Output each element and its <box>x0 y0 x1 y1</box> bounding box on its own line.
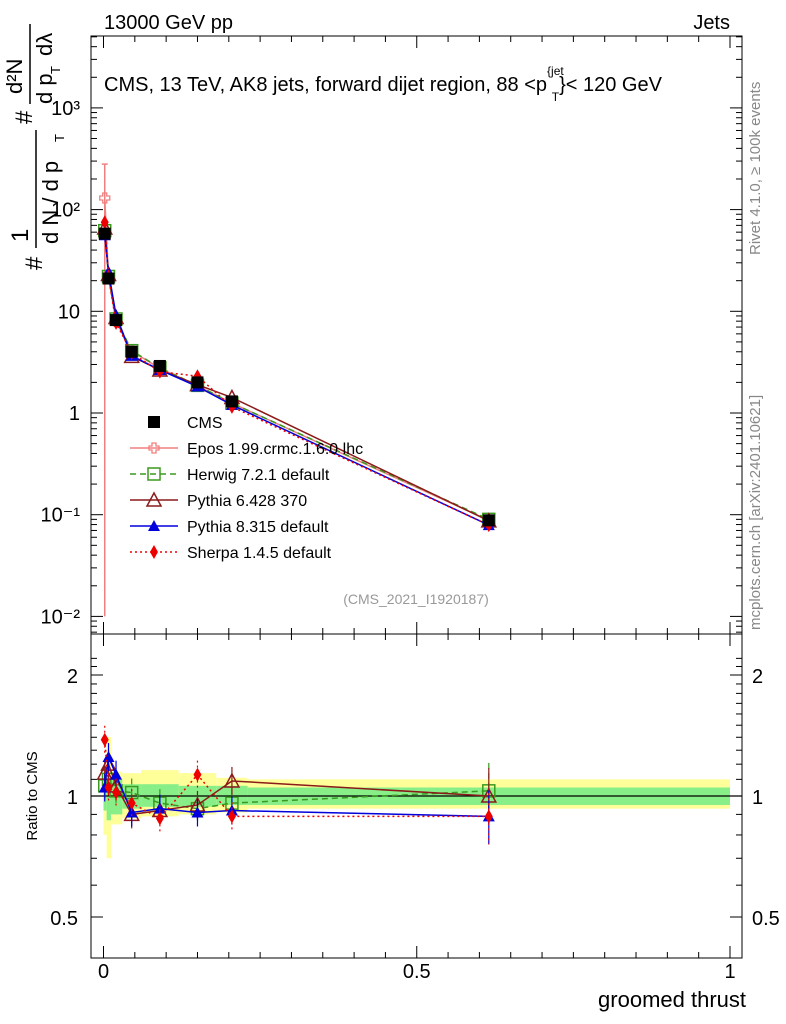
plot-title-sup: {jet <box>547 64 564 78</box>
legend-marker <box>148 442 160 454</box>
y-tick-label: 10 <box>58 301 80 323</box>
axis-ticks: 0 0.5 1 10⁻² 10⁻¹ 1 10 10² 10³ 0.5 0.5 1 1 2 2 <box>41 36 780 983</box>
energy-label: 13000 GeV pp <box>104 12 233 34</box>
y-tick-label: 10⁻¹ <box>41 505 81 527</box>
ratio-tick-label-right: 0.5 <box>752 908 780 930</box>
side-label-top: Rivet 4.1.0, ≥ 100k events <box>747 82 764 255</box>
ratio-point <box>227 809 236 824</box>
ratio-point <box>104 780 113 795</box>
plot-title-main: CMS, 13 TeV, AK8 jets, forward dijet reg… <box>104 74 547 96</box>
ratio-tick-label-left: 0.5 <box>50 908 78 930</box>
y-tick-label: 10⁻² <box>41 606 81 628</box>
ratio-point <box>125 806 138 818</box>
x-tick-label: 0 <box>98 961 109 983</box>
ratio-point <box>112 785 121 800</box>
legend-marker <box>148 416 160 428</box>
legend-label: Pythia 8.315 default <box>187 519 329 536</box>
ratio-point <box>484 809 493 824</box>
data-point <box>100 215 109 230</box>
data-point <box>98 227 111 240</box>
legend-marker <box>150 545 158 559</box>
ylabel-hash-2: # <box>11 110 38 124</box>
ratio-point <box>155 811 164 826</box>
ratio-tick-label-left: 1 <box>67 787 78 809</box>
ratio-point <box>153 802 166 814</box>
y-tick-label: 10² <box>51 200 80 222</box>
legend-label: Pythia 6.428 370 <box>187 493 307 510</box>
plot-title: CMS, 13 TeV, AK8 jets, forward dijet reg… <box>104 64 663 104</box>
plot-title-tail: }< 120 GeV <box>559 74 663 96</box>
ratio-tick-label-left: 2 <box>67 666 78 688</box>
ratio-band-inner <box>216 785 248 805</box>
x-tick-label: 0.5 <box>403 961 431 983</box>
main-series <box>96 163 498 617</box>
ylabel-t-sub-2: T <box>48 66 63 74</box>
legend-label: Epos 1.99.crmc.1.6.0 lhc <box>187 441 363 458</box>
ratio-point <box>193 767 202 782</box>
legend-label: Herwig 7.2.1 default <box>187 467 330 484</box>
y-tick-label: 1 <box>69 403 80 425</box>
ylabel-hash-1: # <box>21 256 48 270</box>
data-point <box>110 314 123 327</box>
data-point <box>191 376 204 389</box>
ratio-tick-label-right: 2 <box>752 666 763 688</box>
ratio-point <box>100 732 109 747</box>
x-axis-label: groomed thrust <box>598 987 746 1012</box>
ratio-point <box>102 751 115 763</box>
plot-title-sub: T <box>552 90 560 104</box>
legend-label: Sherpa 1.4.5 default <box>187 545 332 562</box>
x-tick-label: 1 <box>724 961 735 983</box>
ylabel-dlambda: dλ <box>32 33 57 56</box>
ratio-line <box>104 739 489 820</box>
uncertainty-bands <box>91 737 742 859</box>
ratio-band-inner <box>106 776 112 821</box>
legend-label: CMS <box>187 415 223 432</box>
category-label: Jets <box>693 12 730 34</box>
ratio-point <box>110 768 123 780</box>
ratio-point <box>127 796 136 811</box>
legend-marker <box>147 467 161 481</box>
legend-marker <box>145 491 163 507</box>
ratio-series <box>96 725 498 845</box>
data-point <box>125 345 138 358</box>
ylabel-t-sub: T <box>52 134 67 142</box>
ratio-point <box>223 772 241 788</box>
data-point <box>153 359 166 372</box>
ylabel-d2n: d²N <box>2 59 27 94</box>
ylabel-dn-dp: d N / d p <box>38 161 63 244</box>
side-label-bottom: mcplots.cern.ch [arXiv:2401.10621] <box>747 395 764 630</box>
data-point <box>225 395 238 408</box>
ratio-tick-label-right: 1 <box>752 787 763 809</box>
data-point <box>482 514 495 527</box>
y-tick-label: 10³ <box>51 98 80 120</box>
legend: CMS Epos 1.99.crmc.1.6.0 lhc Herwig 7.2.1 … <box>130 415 363 562</box>
y-axis-label-main: # 1 d N / d p T # d²N d p T dλ <box>2 24 67 270</box>
ratio-point <box>191 806 204 818</box>
legend-marker <box>148 520 160 531</box>
ylabel-one: 1 <box>7 229 34 242</box>
ylabel-dp: d p <box>32 73 57 104</box>
data-point <box>102 272 115 285</box>
watermark-label: (CMS_2021_I1920187) <box>343 591 489 607</box>
data-point <box>99 192 111 204</box>
y-axis-label-ratio: Ratio to CMS <box>24 751 41 840</box>
